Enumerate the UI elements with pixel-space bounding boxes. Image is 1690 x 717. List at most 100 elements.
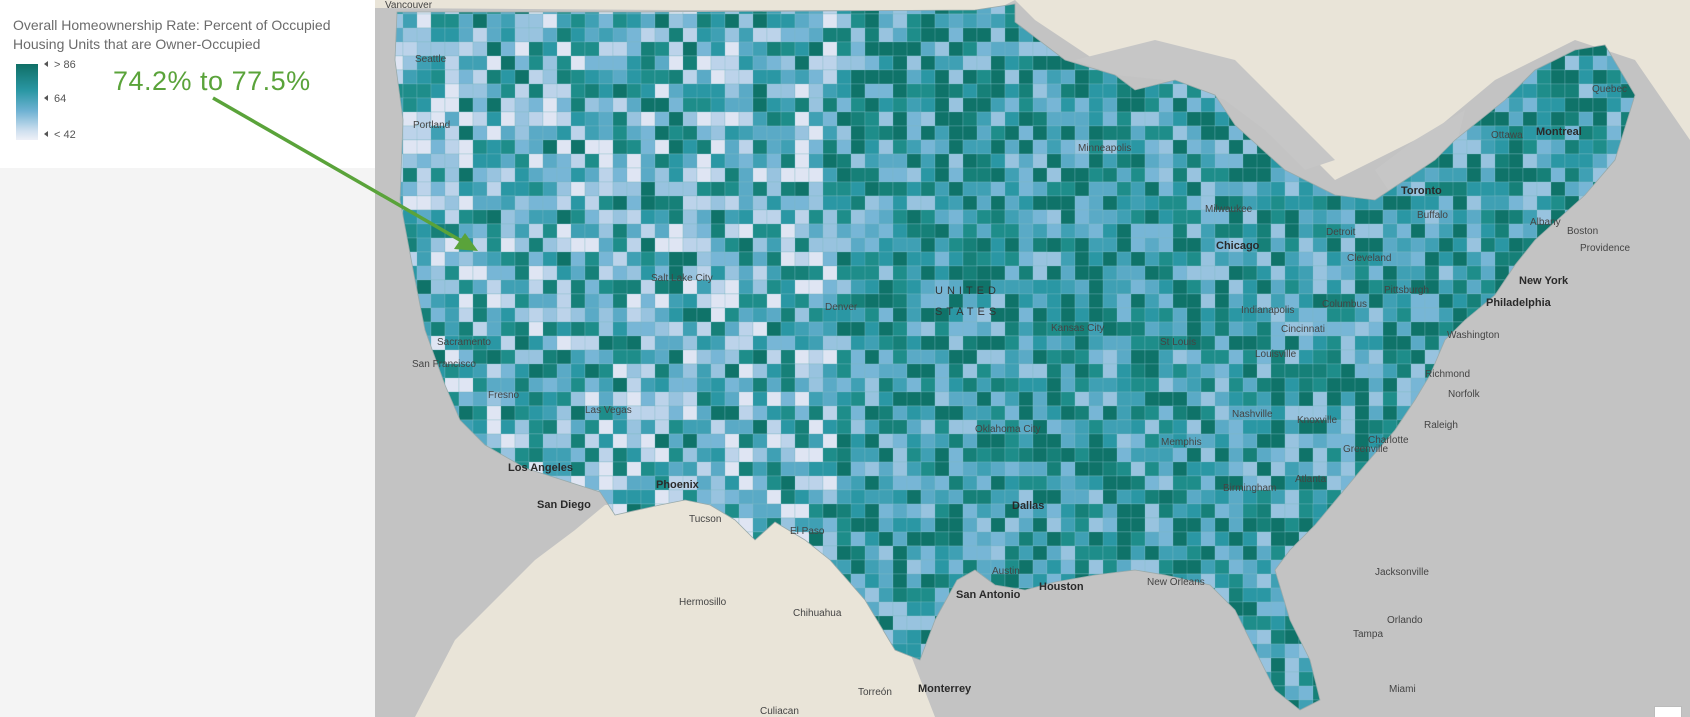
map-view[interactable]: Vancouver Seattle Portland Sacramento Sa… bbox=[375, 0, 1690, 717]
county-cell bbox=[962, 447, 978, 463]
county-cell bbox=[864, 307, 880, 323]
county-cell bbox=[1088, 349, 1104, 365]
county-cell bbox=[514, 265, 530, 281]
county-cell bbox=[640, 83, 656, 99]
county-cell bbox=[472, 167, 488, 183]
county-cell bbox=[1228, 419, 1244, 435]
county-cell bbox=[500, 223, 516, 239]
county-cell bbox=[1368, 335, 1384, 351]
county-cell bbox=[1186, 293, 1202, 309]
county-cell bbox=[1144, 279, 1160, 295]
county-cell bbox=[934, 265, 950, 281]
county-cell bbox=[402, 97, 418, 113]
county-cell bbox=[1536, 153, 1552, 169]
county-cell bbox=[1466, 181, 1482, 197]
county-cell bbox=[892, 139, 908, 155]
county-cell bbox=[1074, 111, 1090, 127]
county-cell bbox=[710, 69, 726, 85]
county-cell bbox=[850, 223, 866, 239]
county-cell bbox=[962, 223, 978, 239]
county-cell bbox=[710, 335, 726, 351]
county-cell bbox=[472, 55, 488, 71]
county-cell bbox=[1060, 293, 1076, 309]
county-cell bbox=[1256, 181, 1272, 197]
county-cell bbox=[1214, 167, 1230, 183]
county-cell bbox=[626, 153, 642, 169]
county-cell bbox=[878, 419, 894, 435]
county-cell bbox=[1046, 293, 1062, 309]
county-cell bbox=[1158, 265, 1174, 281]
county-cell bbox=[1102, 321, 1118, 337]
county-cell bbox=[528, 41, 544, 57]
county-cell bbox=[1242, 335, 1258, 351]
county-cell bbox=[766, 293, 782, 309]
county-cell bbox=[794, 433, 810, 449]
county-cell bbox=[682, 13, 698, 29]
county-cell bbox=[752, 405, 768, 421]
county-cell bbox=[1564, 69, 1580, 85]
county-cell bbox=[1046, 181, 1062, 197]
map-corner-control[interactable] bbox=[1654, 706, 1682, 717]
county-cell bbox=[1438, 307, 1454, 323]
county-cell bbox=[1046, 209, 1062, 225]
county-cell bbox=[1340, 279, 1356, 295]
county-cell bbox=[472, 279, 488, 295]
county-cell bbox=[1074, 209, 1090, 225]
choropleth-map[interactable]: Vancouver Seattle Portland Sacramento Sa… bbox=[375, 0, 1690, 717]
county-cell bbox=[640, 41, 656, 57]
county-cell bbox=[752, 125, 768, 141]
county-cell bbox=[710, 433, 726, 449]
county-cell bbox=[976, 153, 992, 169]
county-cell bbox=[920, 153, 936, 169]
county-cell bbox=[486, 125, 502, 141]
county-cell bbox=[1284, 237, 1300, 253]
county-cell bbox=[430, 195, 446, 211]
county-cell bbox=[668, 447, 684, 463]
county-cell bbox=[962, 335, 978, 351]
county-cell bbox=[906, 461, 922, 477]
city-label-charlotte: Charlotte bbox=[1368, 435, 1409, 446]
county-cell bbox=[682, 447, 698, 463]
county-cell bbox=[962, 531, 978, 547]
county-cell bbox=[920, 279, 936, 295]
county-cell bbox=[1186, 461, 1202, 477]
county-cell bbox=[920, 237, 936, 253]
county-cell bbox=[1270, 601, 1286, 617]
county-cell bbox=[1522, 181, 1538, 197]
county-cell bbox=[514, 321, 530, 337]
county-cell bbox=[1032, 377, 1048, 393]
county-cell bbox=[1074, 531, 1090, 547]
county-cell bbox=[906, 293, 922, 309]
county-cell bbox=[1074, 489, 1090, 505]
county-cell bbox=[1312, 391, 1328, 407]
county-cell bbox=[668, 41, 684, 57]
county-cell bbox=[920, 335, 936, 351]
city-label-boston: Boston bbox=[1567, 226, 1598, 237]
county-cell bbox=[1060, 503, 1076, 519]
city-label-chihuahua: Chihuahua bbox=[793, 608, 842, 619]
county-cell bbox=[668, 335, 684, 351]
county-cell bbox=[1228, 153, 1244, 169]
county-cell bbox=[1200, 139, 1216, 155]
county-cell bbox=[402, 13, 418, 29]
county-cell bbox=[1298, 377, 1314, 393]
county-cell bbox=[780, 503, 796, 519]
county-cell bbox=[1158, 97, 1174, 113]
county-cell bbox=[1004, 237, 1020, 253]
county-cell bbox=[1368, 209, 1384, 225]
county-cell bbox=[780, 391, 796, 407]
county-cell bbox=[1382, 321, 1398, 337]
county-cell bbox=[724, 475, 740, 491]
county-cell bbox=[486, 97, 502, 113]
county-cell bbox=[1368, 405, 1384, 421]
county-cell bbox=[934, 237, 950, 253]
county-cell bbox=[472, 209, 488, 225]
county-cell bbox=[626, 55, 642, 71]
county-cell bbox=[878, 167, 894, 183]
county-cell bbox=[962, 13, 978, 29]
county-cell bbox=[654, 167, 670, 183]
county-cell bbox=[710, 391, 726, 407]
county-cell bbox=[1018, 167, 1034, 183]
county-cell bbox=[556, 69, 572, 85]
county-cell bbox=[850, 83, 866, 99]
